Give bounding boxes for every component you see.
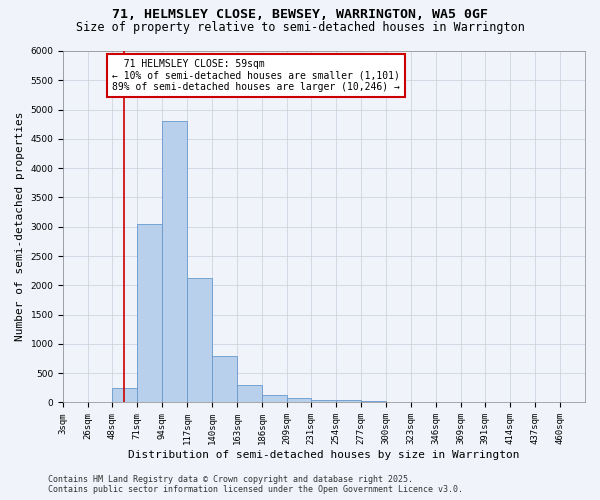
- Bar: [237, 385, 262, 402]
- Bar: [137, 224, 162, 402]
- Text: 71, HELMSLEY CLOSE, BEWSEY, WARRINGTON, WA5 0GF: 71, HELMSLEY CLOSE, BEWSEY, WARRINGTON, …: [112, 8, 488, 20]
- Bar: [187, 278, 212, 402]
- Text: Size of property relative to semi-detached houses in Warrington: Size of property relative to semi-detach…: [76, 22, 524, 35]
- Text: Contains HM Land Registry data © Crown copyright and database right 2025.
Contai: Contains HM Land Registry data © Crown c…: [48, 474, 463, 494]
- Bar: [361, 400, 386, 402]
- Bar: [336, 400, 361, 402]
- Text: 71 HELMSLEY CLOSE: 59sqm
← 10% of semi-detached houses are smaller (1,101)
89% o: 71 HELMSLEY CLOSE: 59sqm ← 10% of semi-d…: [112, 58, 400, 92]
- Bar: [287, 398, 311, 402]
- Bar: [112, 388, 137, 402]
- X-axis label: Distribution of semi-detached houses by size in Warrington: Distribution of semi-detached houses by …: [128, 450, 520, 460]
- Bar: [311, 400, 336, 402]
- Bar: [162, 122, 187, 402]
- Y-axis label: Number of semi-detached properties: Number of semi-detached properties: [15, 112, 25, 342]
- Bar: [212, 356, 237, 403]
- Bar: [262, 395, 287, 402]
